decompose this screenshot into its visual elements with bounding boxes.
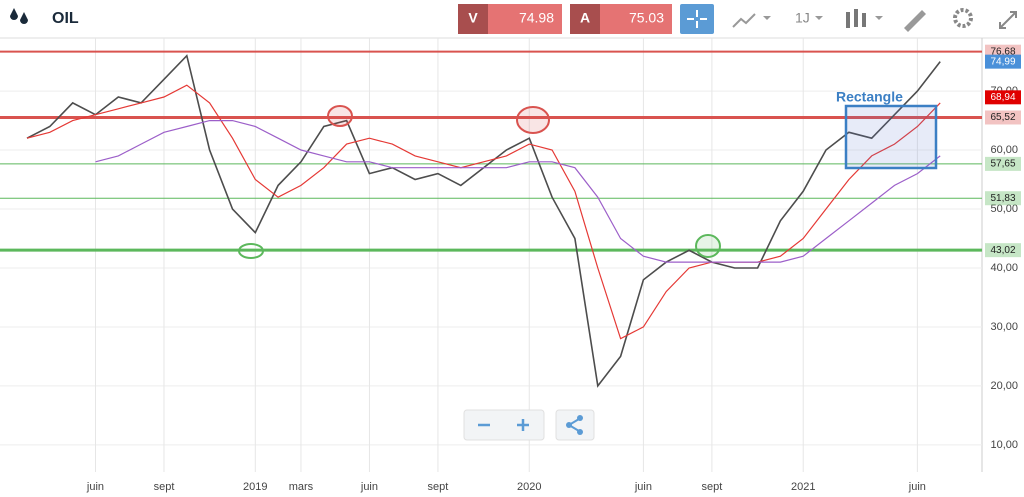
buy-price[interactable]: 75.03	[629, 10, 664, 26]
sell-price[interactable]: 74.98	[519, 10, 554, 26]
buy-button[interactable]	[600, 4, 672, 34]
rectangle-drawing	[844, 104, 938, 170]
sell-label[interactable]: V	[468, 10, 478, 26]
y-tick-label: 40,00	[990, 262, 1018, 274]
level-label: 74,99	[990, 56, 1015, 67]
plot: 10,0020,0030,0040,0050,0060,0070,00juins…	[0, 38, 1021, 493]
marker-circle	[695, 234, 721, 258]
series-line	[95, 120, 941, 263]
series-line	[26, 84, 941, 340]
buy-label-bg[interactable]	[570, 4, 600, 34]
y-tick-label: 20,00	[990, 380, 1018, 392]
level-tag	[985, 156, 1021, 171]
marker-circle	[516, 106, 550, 134]
marker-circle	[327, 105, 353, 127]
y-tick-label: 60,00	[990, 144, 1018, 156]
x-tick-label: juin	[86, 481, 104, 493]
zoom-in[interactable]	[517, 419, 529, 431]
level-tag	[985, 191, 1021, 206]
level-label: 65,52	[990, 112, 1015, 123]
interval[interactable]: 1J	[795, 10, 810, 26]
y-tick-label: 50,00	[990, 203, 1018, 215]
level-label: 57,65	[990, 159, 1015, 170]
candles-icon[interactable]	[846, 9, 866, 28]
dropdown-arrow	[815, 16, 823, 20]
x-tick-label: 2020	[517, 481, 541, 493]
x-tick-label: mars	[289, 481, 314, 493]
crosshair-icon	[687, 10, 707, 28]
level-tag	[985, 54, 1021, 69]
x-tick-label: sept	[428, 481, 449, 493]
x-tick-label: sept	[154, 481, 175, 493]
share-icon	[577, 429, 583, 435]
share-button[interactable]	[555, 409, 595, 441]
level-label: 43,02	[990, 245, 1015, 256]
sell-button[interactable]	[488, 4, 562, 34]
x-tick-label: juin	[908, 481, 926, 493]
x-tick-label: 2021	[791, 481, 815, 493]
symbol: OIL	[52, 10, 79, 27]
level-tag	[985, 90, 1021, 105]
buy-label[interactable]: A	[580, 10, 590, 26]
crosshair-button[interactable]	[680, 4, 714, 34]
level-label: 68,94	[990, 92, 1015, 103]
marker-circle	[238, 243, 264, 259]
x-tick-label: 2019	[243, 481, 267, 493]
dropdown-arrow	[875, 16, 883, 20]
share-icon	[577, 415, 583, 421]
level-label: 51,83	[990, 193, 1015, 204]
chart-type-icon[interactable]	[732, 13, 756, 28]
fullscreen-icon[interactable]	[999, 11, 1017, 29]
x-tick-label: juin	[360, 481, 378, 493]
level-tag	[985, 110, 1021, 125]
level-tag	[985, 243, 1021, 258]
level-label: 76,68	[990, 46, 1015, 57]
settings-icon[interactable]	[953, 8, 973, 28]
toolbar: OIL V 74.98 A 75.03 1J	[0, 0, 1024, 39]
share-icon	[566, 422, 572, 428]
zoom-controls	[463, 409, 545, 441]
y-tick-label: 30,00	[990, 321, 1018, 333]
dropdown-arrow	[763, 16, 771, 20]
y-tick-label: 10,00	[990, 439, 1018, 451]
draw-icon[interactable]	[904, 10, 926, 32]
annotation: Rectangle	[836, 89, 903, 105]
logo	[10, 8, 28, 24]
sell-label-bg[interactable]	[458, 4, 488, 34]
x-tick-label: juin	[634, 481, 652, 493]
x-tick-label: sept	[702, 481, 723, 493]
